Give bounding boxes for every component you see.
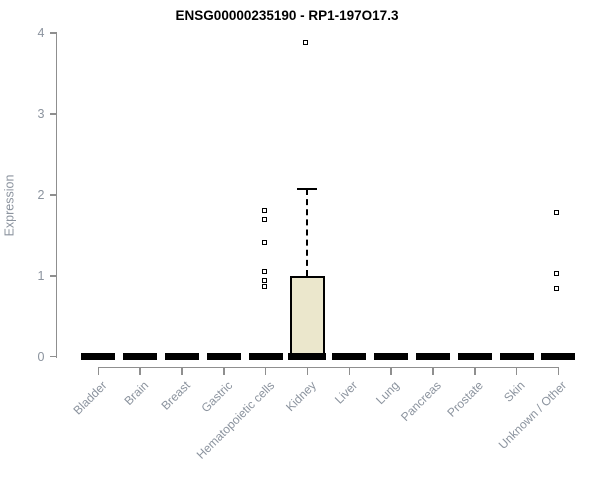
box	[289, 275, 325, 357]
whisker-cap	[297, 188, 318, 191]
outlier-point	[261, 207, 267, 213]
x-tick-label: Breast	[158, 377, 194, 413]
x-tick-label: Lung	[373, 377, 403, 407]
x-tick-label: Gastric	[198, 377, 235, 415]
outlier-point	[261, 278, 267, 284]
x-axis-line	[97, 366, 560, 368]
x-tick	[557, 366, 560, 375]
y-tick	[49, 32, 57, 34]
outlier-point	[554, 286, 560, 292]
x-tick	[432, 366, 434, 375]
y-tick-label: 4	[37, 26, 45, 41]
x-tick	[474, 366, 476, 375]
x-tick-label: Prostate	[444, 377, 486, 420]
x-tick	[306, 366, 309, 375]
x-tick	[97, 366, 100, 375]
box-median	[123, 353, 158, 360]
x-tick-label: Skin	[501, 377, 528, 405]
x-tick	[223, 366, 225, 375]
outlier-point	[261, 283, 267, 289]
x-tick	[181, 366, 183, 375]
box-whisker	[306, 189, 309, 276]
x-tick	[515, 366, 518, 375]
box-median	[81, 353, 116, 360]
x-tick-label: Bladder	[70, 377, 110, 417]
box-median	[457, 353, 492, 360]
y-tick-label: 3	[37, 107, 45, 121]
y-tick	[49, 194, 57, 196]
x-tick	[348, 366, 351, 375]
outlier-point	[554, 270, 560, 276]
box-median	[415, 353, 450, 360]
box-median	[499, 353, 534, 360]
x-tick	[139, 366, 141, 375]
outlier-point	[303, 40, 309, 46]
box-median	[206, 353, 241, 360]
box-median	[332, 353, 367, 360]
y-axis-label: Expression	[2, 174, 17, 237]
outlier-point	[261, 240, 267, 246]
x-tick-label: Pancreas	[398, 377, 445, 424]
x-tick-label: Hematopoietic cells	[193, 377, 277, 462]
box-median	[248, 353, 283, 360]
x-tick	[264, 366, 267, 375]
y-tick-label: 1	[37, 268, 45, 283]
x-tick	[390, 366, 392, 375]
y-tick-label: 2	[37, 187, 45, 202]
box-median	[288, 353, 327, 360]
chart-title: ENSG00000235190 - RP1-197O17.3	[175, 8, 399, 23]
outlier-point	[261, 216, 267, 222]
outlier-point	[261, 269, 267, 275]
x-tick-label: Kidney	[282, 377, 319, 414]
x-tick-label: Brain	[121, 377, 152, 408]
box-median	[374, 353, 409, 360]
y-tick	[49, 355, 57, 358]
box-median	[164, 353, 199, 360]
outlier-point	[554, 210, 560, 216]
y-tick	[49, 275, 57, 277]
y-tick-label: 0	[37, 349, 45, 364]
y-axis-line	[55, 33, 58, 358]
box-median	[541, 353, 576, 360]
x-tick-label: Liver	[332, 377, 361, 407]
y-tick	[49, 113, 57, 115]
